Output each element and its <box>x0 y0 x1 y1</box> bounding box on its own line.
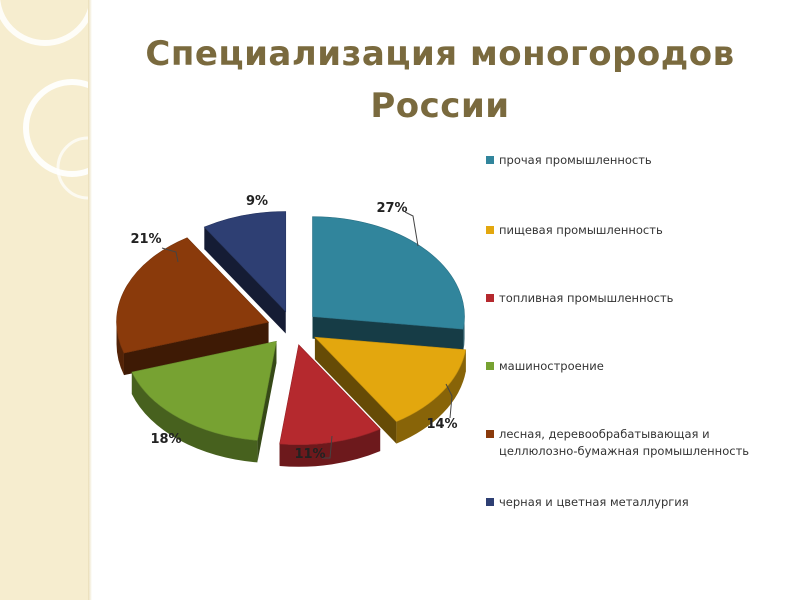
legend-label-6: черная и цветная металлургия <box>499 495 689 509</box>
legend-item-6: черная и цветная металлургия <box>486 494 759 511</box>
legend-label-1: прочая промышленность <box>499 153 652 167</box>
legend-label-3: топливная промышленность <box>499 291 674 305</box>
pie-slice-5 <box>116 237 270 354</box>
legend-swatch-4 <box>486 362 494 370</box>
title-line-1: Специализация моногородов <box>145 34 735 74</box>
data-label-1: 27% <box>376 201 407 216</box>
leader-line-5 <box>161 247 179 263</box>
pie-slice-1 <box>312 216 465 330</box>
slide-title: Специализация моногородов России <box>100 28 780 132</box>
data-label-4: 18% <box>150 432 181 447</box>
pie-slice-wall-6a <box>204 227 286 334</box>
pie-slice-wall-4a <box>257 341 277 463</box>
legend-swatch-1 <box>486 156 494 164</box>
side-panel-edge <box>88 0 92 600</box>
legend-item-2: пищевая промышленность <box>486 222 759 239</box>
legend-swatch-5 <box>486 430 494 438</box>
legend-swatch-2 <box>486 226 494 234</box>
pie-slice-wall-2b <box>314 337 397 444</box>
title-line-2: России <box>370 86 510 126</box>
pie-slice-6 <box>203 211 287 313</box>
pie-slice-4 <box>131 340 277 441</box>
leader-line-2 <box>445 383 453 419</box>
legend-label-5: лесная, деревообрабатывающая и целлюлозн… <box>499 427 750 458</box>
legend-item-3: топливная промышленность <box>486 290 759 307</box>
pie-slice-side-2 <box>396 349 466 444</box>
legend-label-2: пищевая промышленность <box>499 223 663 237</box>
data-label-6: 9% <box>246 194 268 209</box>
pie-slice-side-5 <box>116 322 124 376</box>
pie-slice-side-4 <box>131 372 258 463</box>
legend-label-4: машиностроение <box>499 359 604 373</box>
legend-swatch-3 <box>486 294 494 302</box>
pie-slice-wall-5a <box>123 322 269 376</box>
data-label-3: 11% <box>294 447 325 462</box>
pie-slice-wall-1b <box>312 316 464 352</box>
leader-line-1 <box>404 211 419 247</box>
data-label-5: 21% <box>130 232 161 247</box>
legend-item-5: лесная, деревообрабатывающая и целлюлозн… <box>486 426 759 460</box>
data-label-2: 14% <box>426 417 457 432</box>
legend-item-4: машиностроение <box>486 358 759 375</box>
pie-slice-side-3 <box>279 429 381 467</box>
legend-swatch-6 <box>486 498 494 506</box>
pie-slice-2 <box>314 336 467 422</box>
legend-item-1: прочая промышленность <box>486 152 759 169</box>
leader-line-3 <box>322 435 333 459</box>
